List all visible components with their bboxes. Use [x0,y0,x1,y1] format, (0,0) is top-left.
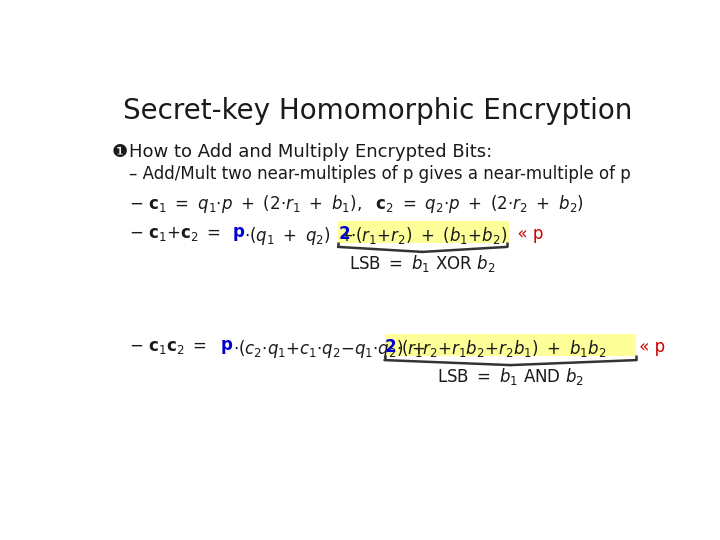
FancyBboxPatch shape [338,221,508,242]
Text: Secret-key Homomorphic Encryption: Secret-key Homomorphic Encryption [122,97,632,125]
Text: $\mathbf{2}$: $\mathbf{2}$ [338,225,350,243]
Text: – Add/Mult two near-multiples of p gives a near-multiple of p: – Add/Mult two near-multiples of p gives… [129,165,631,183]
Text: $\mathbf{p}$: $\mathbf{p}$ [232,225,245,243]
FancyBboxPatch shape [384,334,636,356]
Text: $\mathbf{2}$: $\mathbf{2}$ [384,338,397,356]
Text: ${\cdot}(r_1r_2{+}r_1b_2{+}r_2b_1)\ +\ b_1b_2$: ${\cdot}(r_1r_2{+}r_1b_2{+}r_2b_1)\ +\ b… [396,338,606,359]
Text: $\mathrm{LSB}\ =\ b_1\ \mathrm{XOR}\ b_2$: $\mathrm{LSB}\ =\ b_1\ \mathrm{XOR}\ b_2… [349,253,496,274]
Text: How to Add and Multiply Encrypted Bits:: How to Add and Multiply Encrypted Bits: [129,143,492,161]
Text: $\mathbf{p}$: $\mathbf{p}$ [220,338,233,356]
Text: ❶: ❶ [112,143,128,161]
Text: $-\ \mathbf{c}_1\ =\ q_1{\cdot}p\ +\ (2{\cdot}r_1\ +\ b_1),\ \ \mathbf{c}_2\ =\ : $-\ \mathbf{c}_1\ =\ q_1{\cdot}p\ +\ (2{… [129,193,584,214]
Text: ${\cdot}(q_1\ +\ q_2)\ +$: ${\cdot}(q_1\ +\ q_2)\ +$ [244,225,354,247]
Text: « p: « p [634,338,665,356]
Text: $\mathrm{LSB}\ =\ b_1\ \mathrm{AND}\ b_2$: $\mathrm{LSB}\ =\ b_1\ \mathrm{AND}\ b_2… [437,366,584,387]
Text: « p: « p [507,225,544,243]
Text: $-\ \mathbf{c}_1{+}\mathbf{c}_2\ =$: $-\ \mathbf{c}_1{+}\mathbf{c}_2\ =$ [129,225,220,243]
Text: ${\cdot}(c_2{\cdot}q_1{+}c_1{\cdot}q_2{-}q_1{\cdot}q_2)\ +$: ${\cdot}(c_2{\cdot}q_1{+}c_1{\cdot}q_2{-… [233,338,426,360]
Text: $-\ \mathbf{c}_1\mathbf{c}_2\ =$: $-\ \mathbf{c}_1\mathbf{c}_2\ =$ [129,338,207,356]
Text: ${\cdot}(r_1{+}r_2)\ +\ (b_1{+}b_2)$: ${\cdot}(r_1{+}r_2)\ +\ (b_1{+}b_2)$ [350,225,507,246]
